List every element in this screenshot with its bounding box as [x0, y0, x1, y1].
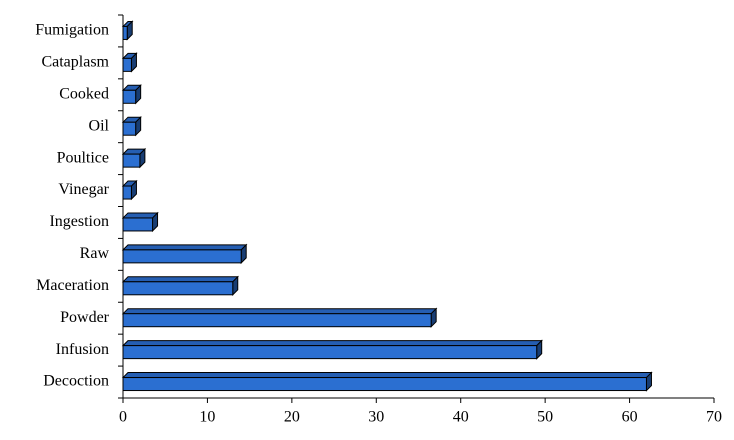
y-tick-label: Decoction — [43, 373, 109, 390]
y-tick-label: Powder — [60, 309, 110, 326]
bar-front — [122, 185, 132, 200]
bar-front — [122, 25, 128, 40]
y-tick-label: Maceration — [36, 277, 109, 294]
y-tick-label: Poultice — [57, 149, 109, 166]
x-tick-label: 0 — [119, 409, 127, 426]
bar-front — [122, 121, 137, 136]
y-tick-label: Cataplasm — [41, 54, 109, 71]
y-tick-label: Oil — [89, 117, 110, 134]
y-tick-label: Raw — [80, 245, 110, 262]
bar — [121, 371, 653, 392]
bar-front — [122, 313, 432, 328]
bar — [121, 20, 134, 41]
bar-front — [122, 57, 132, 72]
bar — [121, 243, 248, 265]
bar-front — [122, 217, 154, 232]
bar-top — [121, 308, 438, 315]
bar — [121, 147, 147, 169]
bar-front — [122, 281, 234, 296]
y-tick-label: Ingestion — [49, 213, 109, 230]
bar — [121, 116, 142, 137]
x-tick-label: 40 — [453, 409, 469, 426]
y-tick-label: Vinegar — [58, 181, 109, 198]
bar-top — [121, 244, 248, 251]
bar-front — [122, 89, 137, 104]
bar-top — [121, 340, 543, 347]
bar — [121, 179, 138, 201]
bar-front — [122, 249, 242, 264]
bar — [121, 84, 142, 105]
bar — [121, 275, 239, 296]
x-tick-label: 20 — [284, 409, 300, 426]
bar-top — [121, 276, 239, 283]
bar — [121, 339, 543, 360]
x-tick-label: 60 — [622, 409, 638, 426]
bar-front — [122, 153, 141, 168]
bar-top — [121, 212, 159, 219]
y-tick-label: Infusion — [56, 341, 109, 358]
x-tick-label: 50 — [537, 409, 553, 426]
y-tick-label: Cooked — [59, 85, 109, 102]
y-tick-label: Fumigation — [35, 22, 109, 39]
x-tick-label: 30 — [368, 409, 384, 426]
bar-front — [122, 345, 538, 360]
bar — [121, 52, 138, 73]
bar-front — [122, 377, 647, 392]
x-tick-label: 70 — [706, 409, 722, 426]
x-tick-label: 10 — [199, 409, 215, 426]
bar — [121, 211, 159, 233]
bar — [121, 307, 438, 328]
bar-top — [121, 372, 653, 379]
